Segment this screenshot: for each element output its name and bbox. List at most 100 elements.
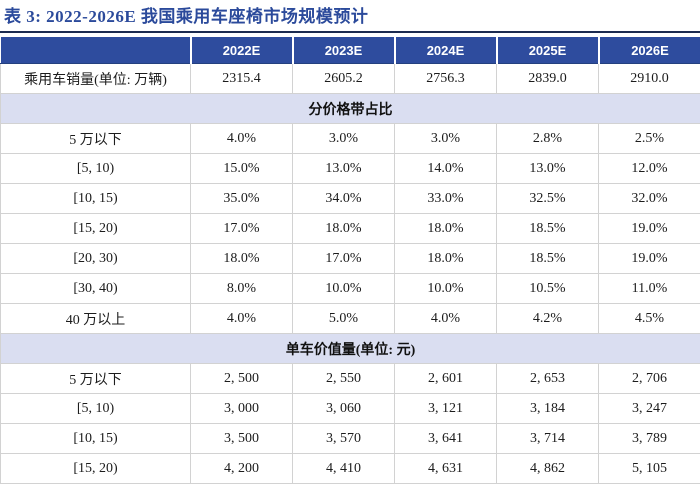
table-cell: 3, 247 [599,394,700,424]
table-cell: 34.0% [293,184,395,214]
section-header-row: 分价格带占比 [1,94,700,124]
table-cell: 2.8% [497,124,599,154]
table-cell: 4.5% [599,304,700,334]
table-title: 表 3: 2022-2026E 我国乘用车座椅市场规模预计 [0,0,700,31]
table-cell: 2, 601 [395,364,497,394]
table-cell: 10.5% [497,274,599,304]
year-column-header: 2024E [395,37,497,64]
table-cell: 4.0% [191,304,293,334]
year-column-header: 2023E [293,37,395,64]
row-label: [15, 20) [1,454,191,484]
row-label: [10, 15) [1,184,191,214]
table-cell: 18.0% [191,244,293,274]
table-cell: 3, 121 [395,394,497,424]
section-title: 单车价值量(单位: 元) [1,334,700,364]
table-cell: 4, 862 [497,454,599,484]
table-cell: 3, 184 [497,394,599,424]
table-cell: 2, 653 [497,364,599,394]
table-cell: 18.0% [395,244,497,274]
row-label: 乘用车销量(单位: 万辆) [1,64,191,94]
year-column-header: 2025E [497,37,599,64]
table-cell: 19.0% [599,244,700,274]
table-cell: 3, 789 [599,424,700,454]
table-cell: 18.0% [293,214,395,244]
table-cell: 2315.4 [191,64,293,94]
row-label: [5, 10) [1,394,191,424]
table-cell: 13.0% [497,154,599,184]
table-cell: 32.0% [599,184,700,214]
table-cell: 2, 706 [599,364,700,394]
table-cell: 3, 060 [293,394,395,424]
table-cell: 8.0% [191,274,293,304]
row-label: 40 万以上 [1,304,191,334]
table-cell: 11.0% [599,274,700,304]
table-cell: 4, 410 [293,454,395,484]
table-row: [15, 20)17.0%18.0%18.0%18.5%19.0% [1,214,700,244]
table-cell: 3, 000 [191,394,293,424]
row-label: [20, 30) [1,244,191,274]
table-cell: 2839.0 [497,64,599,94]
table-cell: 5, 105 [599,454,700,484]
section-header-row: 单车价值量(单位: 元) [1,334,700,364]
table-row: [20, 30)18.0%17.0%18.0%18.5%19.0% [1,244,700,274]
table-cell: 2910.0 [599,64,700,94]
row-label: 5 万以下 [1,124,191,154]
table-cell: 10.0% [293,274,395,304]
table-cell: 4.0% [191,124,293,154]
year-column-header: 2026E [599,37,700,64]
table-cell: 4, 631 [395,454,497,484]
title-underline-rule [0,31,700,33]
year-column-header: 2022E [191,37,293,64]
table-cell: 12.0% [599,154,700,184]
table-cell: 19.0% [599,214,700,244]
table-cell: 3.0% [395,124,497,154]
table-cell: 13.0% [293,154,395,184]
row-label-column-header [1,37,191,64]
table-cell: 2756.3 [395,64,497,94]
row-label: [15, 20) [1,214,191,244]
table-cell: 2.5% [599,124,700,154]
row-label: [5, 10) [1,154,191,184]
table-cell: 10.0% [395,274,497,304]
table-cell: 4, 200 [191,454,293,484]
section-title: 分价格带占比 [1,94,700,124]
table-cell: 4.0% [395,304,497,334]
table-cell: 2, 500 [191,364,293,394]
table-cell: 32.5% [497,184,599,214]
table-cell: 3, 641 [395,424,497,454]
table-cell: 3, 500 [191,424,293,454]
table-cell: 18.0% [395,214,497,244]
table-row: [10, 15)35.0%34.0%33.0%32.5%32.0% [1,184,700,214]
table-cell: 3.0% [293,124,395,154]
table-cell: 3, 714 [497,424,599,454]
table-cell: 17.0% [191,214,293,244]
table-cell: 14.0% [395,154,497,184]
table-cell: 4.2% [497,304,599,334]
table-cell: 2, 550 [293,364,395,394]
table-cell: 35.0% [191,184,293,214]
row-label: 5 万以下 [1,364,191,394]
table-cell: 5.0% [293,304,395,334]
table-cell: 3, 570 [293,424,395,454]
table-row: [30, 40)8.0%10.0%10.0%10.5%11.0% [1,274,700,304]
table-cell: 33.0% [395,184,497,214]
row-label: [30, 40) [1,274,191,304]
table-cell: 18.5% [497,214,599,244]
row-label: [10, 15) [1,424,191,454]
table-cell: 17.0% [293,244,395,274]
table-row: [5, 10)15.0%13.0%14.0%13.0%12.0% [1,154,700,184]
table-cell: 2605.2 [293,64,395,94]
table-cell: 18.5% [497,244,599,274]
